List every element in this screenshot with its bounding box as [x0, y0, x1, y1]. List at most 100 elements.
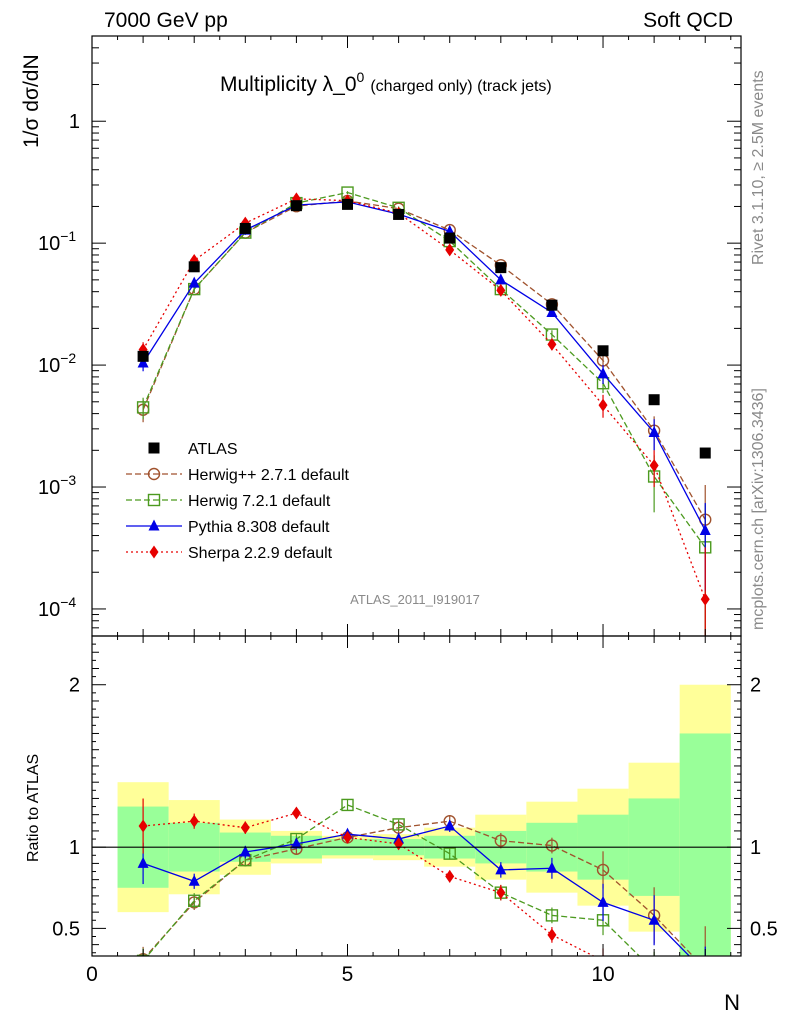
- legend-label: Sherpa 2.2.9 default: [188, 545, 333, 562]
- ratio-tick-label-left: 1: [69, 837, 80, 859]
- y-tick-label: 10−3: [38, 472, 76, 499]
- header-right-label: Soft QCD: [643, 9, 733, 32]
- x-tick-label: 0: [86, 963, 98, 986]
- legend-marker: [148, 519, 160, 531]
- data-point: [393, 208, 405, 220]
- series-point: [648, 425, 660, 437]
- legend-marker: [147, 467, 161, 481]
- series-point: [649, 459, 659, 473]
- data-point: [444, 232, 456, 244]
- chart-title-sub: (charged only) (track jets): [370, 78, 551, 95]
- series-point: [598, 398, 608, 412]
- data-point: [495, 262, 507, 274]
- ratio-point: [341, 798, 354, 812]
- ratio-point: [343, 830, 353, 844]
- ratio-point: [392, 818, 405, 831]
- chart-title: Multiplicity λ_00 (charged only) (track j…: [220, 69, 552, 96]
- series-line-1: [142, 191, 706, 548]
- series-point: [546, 305, 558, 317]
- ratio-point: [188, 894, 201, 907]
- legend-marker: [148, 442, 160, 454]
- legend-label: Pythia 8.308 default: [188, 519, 330, 536]
- ratio-point: [648, 913, 660, 925]
- rivet-label: Rivet 3.1.10, ≥ 2.5M events: [750, 70, 767, 265]
- band-inner: [679, 733, 731, 956]
- ratio-point: [547, 928, 557, 942]
- series-point: [495, 273, 507, 285]
- ratio-point: [291, 806, 301, 820]
- ratio-frame: [91, 635, 742, 957]
- data-point: [290, 200, 302, 212]
- ratio-line-1: [146, 804, 641, 956]
- data-point: [546, 299, 558, 311]
- ratio-point: [495, 863, 507, 875]
- ratio-tick-label-right: 2: [750, 675, 761, 697]
- legend-label: ATLAS: [188, 441, 238, 458]
- header-left-label: 7000 GeV pp: [104, 9, 228, 32]
- ratio-point: [596, 863, 610, 877]
- y-tick-label: 1: [69, 111, 80, 133]
- data-point: [188, 261, 200, 273]
- data-point: [137, 350, 149, 362]
- ratio-point: [445, 869, 455, 883]
- series-point: [547, 337, 557, 351]
- ratio-tick-label-right: 1: [750, 837, 761, 859]
- ratio-line-0: [145, 820, 694, 956]
- series-point: [496, 283, 506, 297]
- y-tick-label: 10−1: [38, 228, 76, 255]
- ratio-point: [597, 895, 609, 907]
- ratio-point: [290, 837, 302, 849]
- data-point: [342, 198, 354, 210]
- series-point: [445, 243, 455, 257]
- series-point: [136, 401, 150, 414]
- chart-title-main: Multiplicity λ_0: [220, 73, 357, 96]
- series-point: [188, 276, 200, 288]
- ratio-point: [494, 834, 508, 847]
- series-line-3: [142, 198, 706, 600]
- y-axis-label: 1/σ dσ/dN: [20, 54, 43, 148]
- ratio-point: [189, 814, 199, 828]
- ratio-point: [545, 909, 559, 922]
- legend-marker: [149, 545, 159, 559]
- legend-label: Herwig++ 2.7.1 default: [188, 467, 350, 484]
- series-line-2: [142, 201, 706, 531]
- series-point: [597, 367, 609, 379]
- ratio-tick-label-left: 2: [69, 675, 80, 697]
- ratio-point: [700, 978, 711, 989]
- ratio-point: [701, 987, 710, 1000]
- legend-label: Herwig 7.2.1 default: [188, 493, 331, 510]
- chart-title-sup: 0: [357, 69, 365, 85]
- ratio-point: [444, 819, 456, 831]
- series-point: [137, 356, 149, 368]
- ratio-point: [546, 861, 558, 873]
- ratio-point: [138, 819, 148, 833]
- series-point: [699, 523, 711, 535]
- ratio-tick-label-left: 0.5: [52, 918, 80, 940]
- x-tick-label: 5: [342, 963, 354, 986]
- series-point: [700, 592, 710, 606]
- ratio-axis-label: Ratio to ATLAS: [25, 754, 42, 862]
- ratio-point: [137, 856, 149, 868]
- ratio-point: [650, 967, 659, 980]
- ratio-point: [443, 847, 456, 860]
- y-tick-label: 10−4: [38, 594, 76, 621]
- ratio-point: [700, 963, 711, 974]
- x-axis-label: N: [724, 990, 740, 1015]
- ratio-point: [649, 965, 660, 976]
- ratio-line-2: [142, 825, 691, 956]
- ratio-point: [700, 966, 711, 977]
- watermark: ATLAS_2011_I919017: [350, 592, 480, 607]
- data-point: [648, 394, 660, 406]
- data-point: [239, 222, 251, 234]
- data-point: [699, 447, 711, 459]
- ratio-point: [239, 845, 251, 857]
- ratio-point: [545, 839, 559, 852]
- ratio-point: [496, 886, 506, 900]
- mcplots-label: mcplots.cern.ch [arXiv:1306.3436]: [750, 388, 767, 630]
- ratio-point: [136, 954, 150, 956]
- ratio-tick-label-right: 0.5: [750, 918, 778, 940]
- y-tick-label: 10−2: [38, 350, 76, 377]
- x-tick-label: 10: [591, 963, 614, 986]
- ratio-point: [240, 821, 250, 835]
